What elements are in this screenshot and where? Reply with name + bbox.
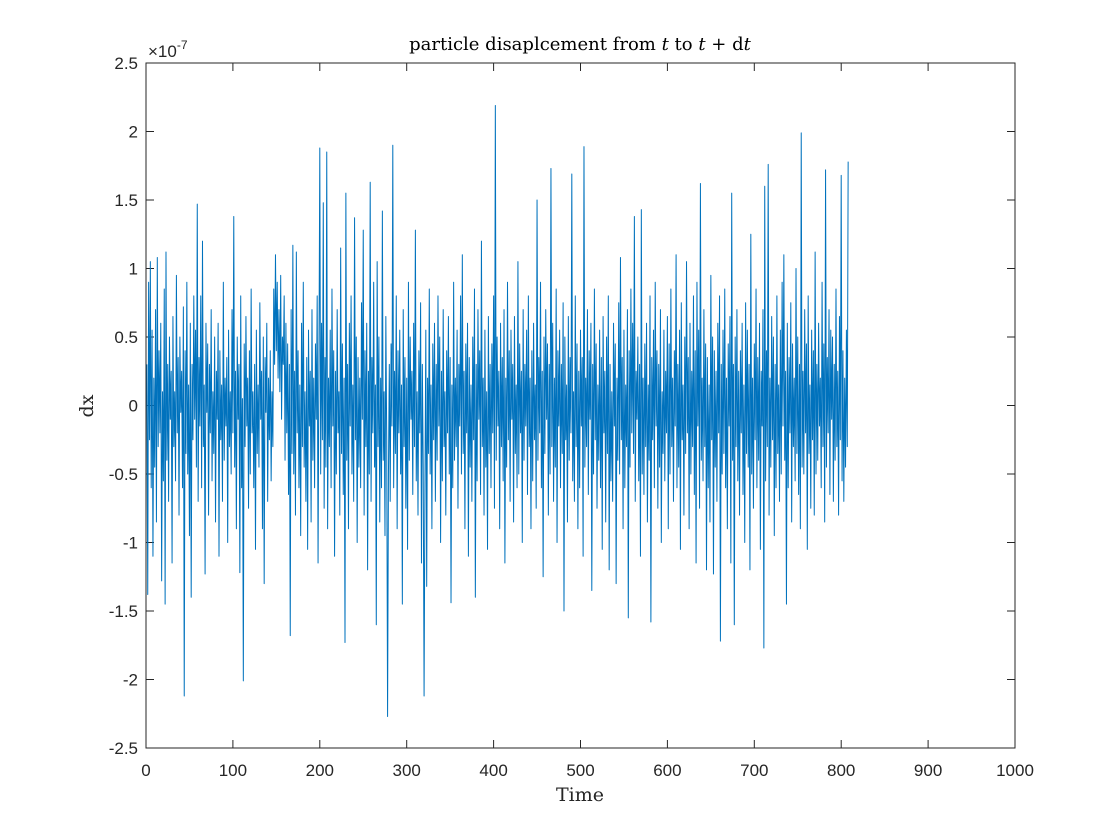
plot-frame [145,62,1016,749]
y-tick-label-4: -0.5 [109,465,138,484]
x-tick-label-2: 200 [306,761,334,780]
x-tick-label-4: 400 [479,761,507,780]
y-tick-label-8: 1.5 [114,191,138,210]
y-tick-label-6: 0.5 [114,328,138,347]
y-axis-label: dx [76,394,98,417]
chart-title-part-4: t [698,34,706,55]
chart-title-part-3: to [669,34,699,55]
x-tick-label-8: 800 [827,761,855,780]
y-axis-exponent-base: ×10 [148,42,177,61]
x-axis-ticks: 0 100 200 300 400 500 600 700 800 900 1000 [141,63,1034,780]
chart-title-part-5: + d [706,34,744,55]
y-tick-label-3: -1 [123,534,138,553]
x-tick-label-9: 900 [914,761,942,780]
y-tick-label-9: 2 [129,123,138,142]
y-axis-exponent-power: -7 [177,38,188,52]
chart-title-part-2: t [662,34,670,55]
y-tick-label-5: 0 [129,397,138,416]
x-axis-label: Time [556,784,604,806]
x-tick-label-6: 600 [653,761,681,780]
y-tick-label-0: -2.5 [109,739,138,758]
chart-title: particle disaplcement from t to t + dt [409,34,752,55]
x-tick-label-7: 700 [740,761,768,780]
x-tick-label-5: 500 [566,761,594,780]
x-tick-label-10: 1000 [996,761,1034,780]
x-tick-label-3: 300 [393,761,421,780]
y-axis-exponent: ×10-7 [148,38,188,61]
y-tick-label-2: -1.5 [109,602,138,621]
y-tick-label-10: 2.5 [114,54,138,73]
series-line [146,104,849,717]
chart-title-part-1: particle disaplcement from [409,34,661,55]
y-tick-label-7: 1 [129,260,138,279]
x-tick-label-0: 0 [141,761,150,780]
y-tick-label-1: -2 [123,671,138,690]
x-tick-label-1: 100 [219,761,247,780]
chart-title-part-6: t [744,34,752,55]
y-axis-ticks: -2.5 -2 -1.5 -1 -0.5 0 0.5 1 1.5 2 2.5 [109,54,1015,758]
